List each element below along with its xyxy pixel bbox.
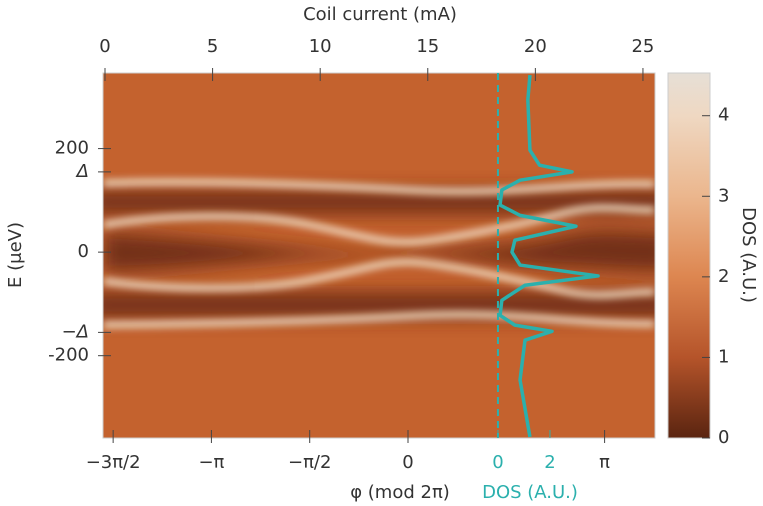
colorbar xyxy=(667,72,711,439)
dos-trace xyxy=(498,74,600,438)
y-tick-label: 0 xyxy=(78,241,89,262)
colorbar-tick-label: 1 xyxy=(718,346,729,367)
colorbar-tick-label: 2 xyxy=(718,266,729,287)
colorbar-title: DOS (A.U.) xyxy=(738,207,759,303)
axes xyxy=(98,68,710,443)
y-axis-title: E (μeV) xyxy=(5,222,26,288)
y-tick-label: −Δ xyxy=(62,321,89,342)
x2-tick-label: 25 xyxy=(631,36,654,57)
heatmap xyxy=(103,73,655,438)
colorbar-tick-label: 4 xyxy=(718,105,729,126)
dos-axis-title: DOS (A.U.) xyxy=(482,482,578,503)
x-tick-label: −π xyxy=(198,452,224,473)
x-tick-label: −π/2 xyxy=(288,452,331,473)
y-tick-label: 200 xyxy=(55,138,89,159)
x2-tick-label: 15 xyxy=(416,36,439,57)
x2-tick-label: 0 xyxy=(99,36,110,57)
x2-axis-title: Coil current (mA) xyxy=(303,4,457,25)
y-tick-label: Δ xyxy=(75,161,89,182)
x2-tick-label: 20 xyxy=(524,36,547,57)
x-tick-label: π xyxy=(599,452,610,473)
dos-tick-label: 0 xyxy=(492,452,503,473)
y-tick-label: -200 xyxy=(48,345,89,366)
plot-frame xyxy=(102,72,656,439)
x-tick-label: 0 xyxy=(402,452,413,473)
x2-tick-label: 10 xyxy=(309,36,332,57)
colorbar-tick-label: 0 xyxy=(718,427,729,448)
colorbar-tick-label: 3 xyxy=(718,185,729,206)
dos-tick-label: 2 xyxy=(544,452,555,473)
x-tick-label: −3π/2 xyxy=(86,452,141,473)
x2-tick-label: 5 xyxy=(207,36,218,57)
x-axis-title: φ (mod 2π) xyxy=(350,482,450,503)
